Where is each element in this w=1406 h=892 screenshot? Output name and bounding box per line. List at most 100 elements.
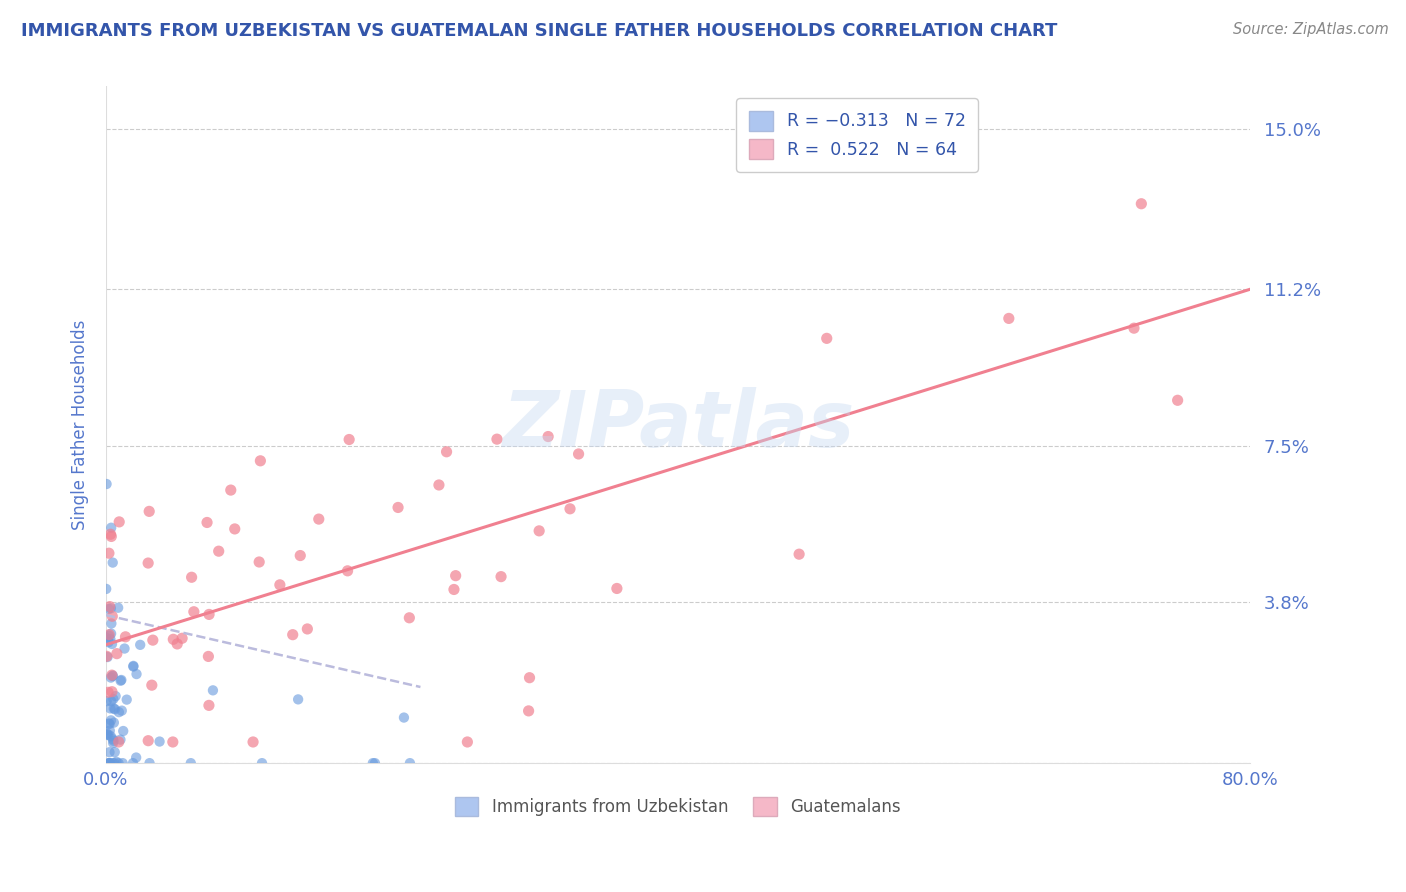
Point [101, 732, 124, 747]
Point [97, 546, 120, 560]
Point [148, 734, 170, 748]
Point [122, 756, 145, 771]
Point [104, 702, 127, 716]
Point [107, 735, 129, 749]
Point [100, 729, 122, 743]
Point [122, 659, 145, 673]
Point [183, 605, 205, 619]
Point [101, 637, 124, 651]
Point [96, 694, 118, 708]
Point [100, 601, 122, 615]
Point [96, 582, 118, 596]
Point [443, 582, 465, 597]
Point [103, 733, 125, 747]
Point [96, 726, 118, 740]
Point [558, 501, 581, 516]
Point [98, 723, 121, 738]
Point [337, 433, 360, 447]
Point [436, 444, 458, 458]
Point [103, 692, 125, 706]
Point [110, 673, 132, 687]
Point [107, 600, 129, 615]
Point [125, 667, 148, 681]
Point [815, 331, 838, 345]
Point [387, 500, 409, 515]
Point [110, 673, 132, 688]
Point [198, 698, 221, 713]
Point [97, 685, 120, 699]
Point [100, 632, 122, 647]
Point [1130, 196, 1153, 211]
Point [208, 544, 231, 558]
Point [111, 756, 134, 771]
Point [110, 732, 132, 747]
Point [281, 628, 304, 642]
Point [224, 522, 246, 536]
Point [219, 483, 242, 497]
Point [97, 716, 120, 731]
Point [162, 632, 184, 647]
Point [101, 609, 124, 624]
Point [125, 750, 148, 764]
Point [568, 447, 591, 461]
Point [537, 429, 560, 443]
Point [97, 635, 120, 649]
Point [105, 647, 128, 661]
Point [138, 756, 160, 771]
Point [444, 568, 467, 582]
Point [122, 659, 145, 673]
Point [112, 724, 135, 739]
Text: Source: ZipAtlas.com: Source: ZipAtlas.com [1233, 22, 1389, 37]
Point [198, 607, 221, 622]
Point [100, 529, 122, 543]
Point [100, 521, 122, 535]
Point [98, 627, 121, 641]
Point [98, 745, 121, 759]
Point [104, 689, 127, 703]
Point [114, 641, 136, 656]
Point [998, 311, 1021, 326]
Point [364, 756, 387, 771]
Point [100, 626, 122, 640]
Point [101, 556, 124, 570]
Point [98, 756, 121, 771]
Point [166, 637, 188, 651]
Point [287, 692, 309, 706]
Point [100, 671, 122, 685]
Point [197, 649, 219, 664]
Point [101, 684, 124, 698]
Text: ZIPatlas: ZIPatlas [502, 387, 853, 463]
Point [100, 694, 122, 708]
Point [101, 756, 124, 771]
Point [100, 616, 122, 631]
Point [97, 756, 120, 771]
Point [98, 716, 121, 731]
Point [249, 454, 271, 468]
Point [107, 756, 129, 771]
Point [517, 704, 540, 718]
Point [489, 569, 512, 583]
Point [104, 745, 127, 759]
Point [1123, 321, 1146, 335]
Point [141, 678, 163, 692]
Y-axis label: Single Father Households: Single Father Households [72, 319, 89, 530]
Point [195, 516, 218, 530]
Point [101, 669, 124, 683]
Point [100, 714, 122, 728]
Point [101, 668, 124, 682]
Point [787, 547, 810, 561]
Point [136, 556, 159, 570]
Point [485, 432, 508, 446]
Point [101, 668, 124, 682]
Point [527, 524, 550, 538]
Point [242, 735, 264, 749]
Point [336, 564, 359, 578]
Point [105, 755, 128, 769]
Point [142, 633, 165, 648]
Point [427, 478, 450, 492]
Point [97, 602, 120, 616]
Point [308, 512, 330, 526]
Point [398, 611, 420, 625]
Point [290, 549, 312, 563]
Point [111, 704, 134, 718]
